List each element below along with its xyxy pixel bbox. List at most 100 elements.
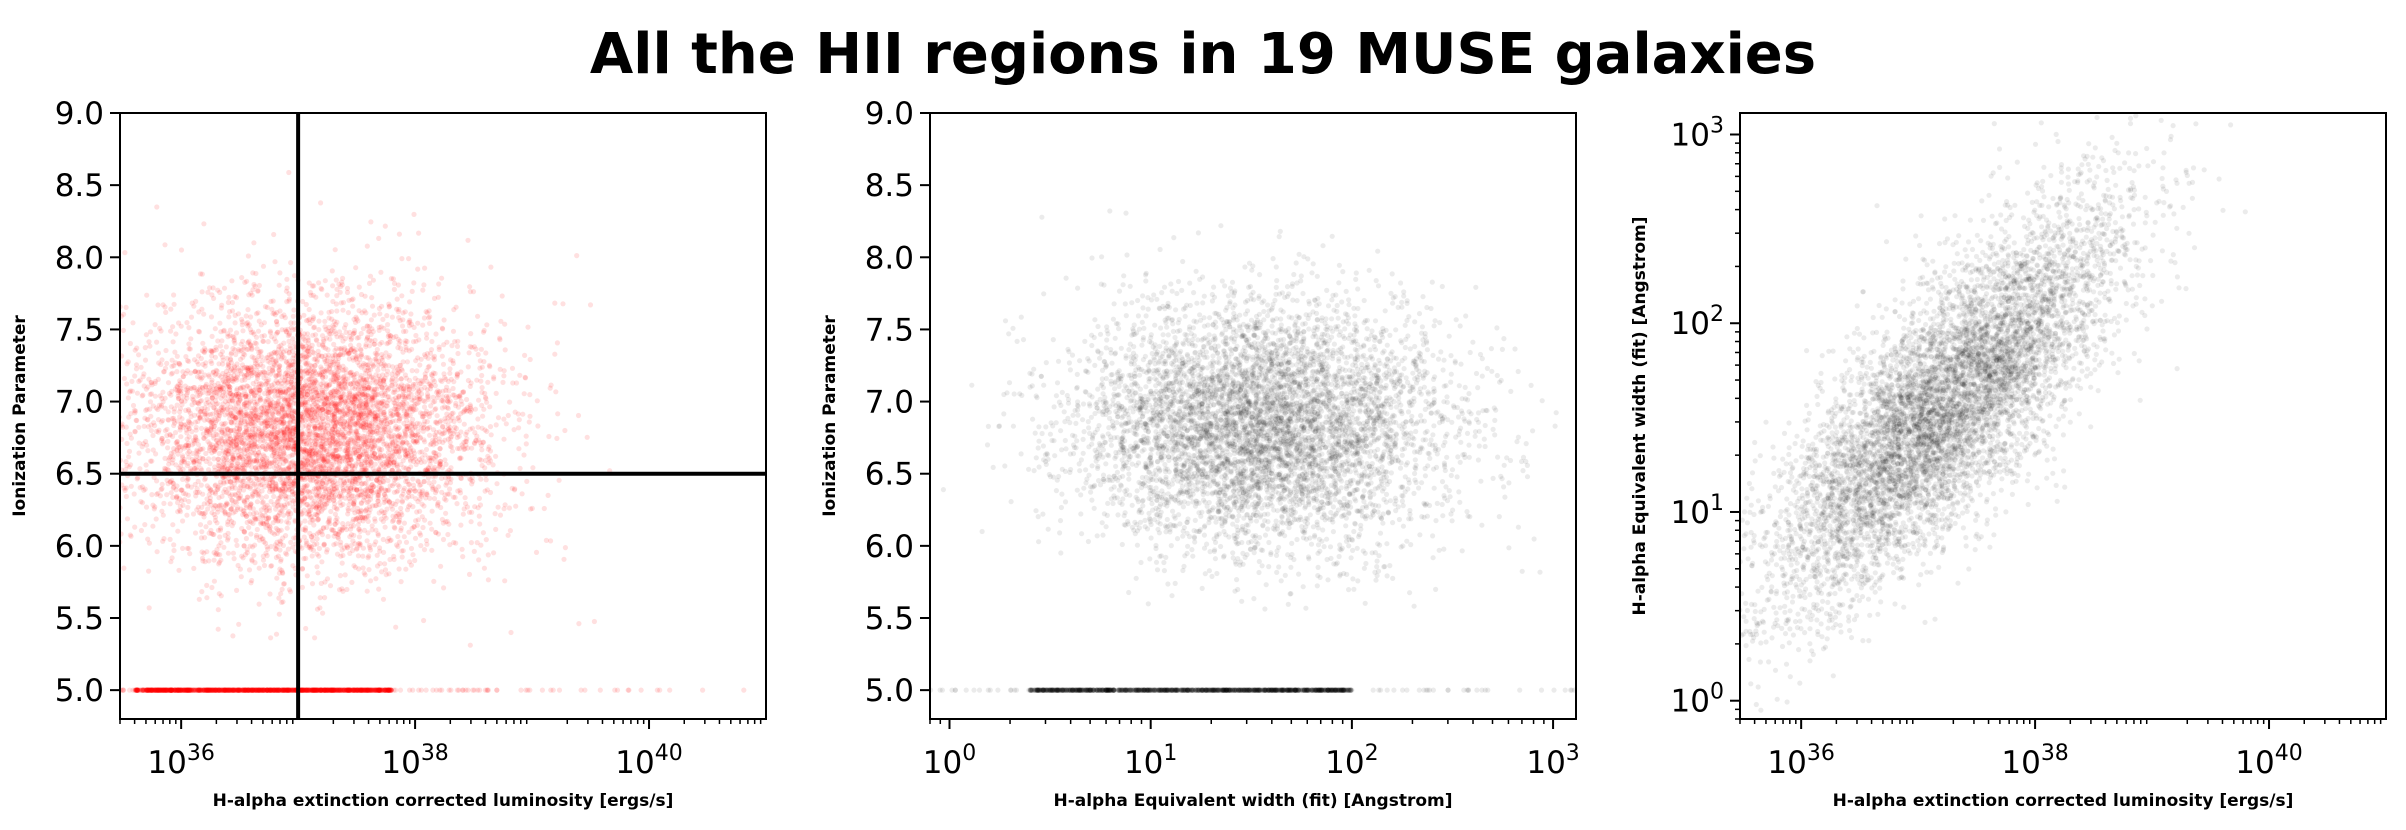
data-point bbox=[397, 416, 403, 422]
data-point bbox=[249, 292, 255, 298]
data-point bbox=[331, 372, 337, 378]
data-point bbox=[440, 431, 446, 437]
data-point bbox=[162, 365, 169, 371]
data-point bbox=[203, 400, 209, 407]
data-point bbox=[146, 540, 152, 546]
data-point bbox=[523, 433, 529, 439]
data-point bbox=[222, 420, 228, 426]
data-point bbox=[390, 389, 396, 395]
data-point bbox=[238, 478, 244, 484]
data-point bbox=[307, 320, 313, 326]
data-point bbox=[425, 396, 431, 402]
data-point bbox=[247, 421, 254, 427]
data-point bbox=[273, 339, 279, 345]
data-point bbox=[235, 504, 241, 511]
data-point bbox=[234, 429, 240, 435]
data-point bbox=[324, 476, 331, 482]
data-point bbox=[301, 534, 307, 540]
data-point bbox=[342, 572, 348, 578]
data-point bbox=[371, 312, 377, 318]
data-point bbox=[376, 454, 382, 460]
data-point bbox=[363, 422, 369, 428]
data-point bbox=[380, 363, 386, 369]
data-point bbox=[376, 586, 382, 592]
data-point bbox=[349, 579, 355, 586]
data-point bbox=[488, 432, 494, 438]
data-point bbox=[245, 494, 251, 500]
data-point bbox=[276, 595, 282, 601]
data-point bbox=[244, 278, 250, 284]
data-point bbox=[186, 325, 192, 331]
data-point bbox=[313, 417, 319, 423]
data-point bbox=[304, 493, 310, 500]
data-point bbox=[243, 411, 249, 417]
data-point bbox=[444, 404, 450, 411]
data-point bbox=[266, 488, 273, 495]
data-point bbox=[430, 427, 437, 433]
data-point bbox=[427, 432, 433, 438]
data-point bbox=[201, 221, 207, 227]
data-point bbox=[471, 548, 477, 555]
data-point bbox=[211, 447, 217, 453]
data-point bbox=[478, 457, 484, 463]
data-point bbox=[511, 427, 517, 433]
data-point bbox=[275, 329, 281, 335]
data-point bbox=[140, 441, 146, 447]
data-point bbox=[278, 454, 284, 460]
data-point bbox=[280, 542, 286, 549]
data-point bbox=[176, 320, 182, 326]
data-point bbox=[433, 331, 439, 337]
data-point bbox=[280, 512, 287, 518]
data-point bbox=[242, 442, 248, 448]
data-point bbox=[345, 508, 351, 514]
data-point bbox=[182, 398, 188, 404]
data-point bbox=[347, 381, 353, 387]
data-point bbox=[340, 481, 346, 487]
data-point bbox=[314, 380, 320, 386]
data-point bbox=[364, 415, 370, 421]
data-point bbox=[248, 290, 254, 296]
data-point bbox=[368, 219, 374, 225]
data-point bbox=[431, 353, 438, 359]
data-point bbox=[344, 586, 350, 593]
data-point bbox=[327, 336, 333, 342]
data-point bbox=[384, 421, 390, 427]
data-point bbox=[291, 273, 298, 279]
data-point bbox=[282, 412, 288, 418]
data-point bbox=[323, 440, 329, 447]
data-point bbox=[160, 302, 166, 308]
data-point bbox=[218, 540, 224, 546]
data-point bbox=[216, 391, 223, 397]
data-point bbox=[375, 531, 381, 537]
data-point bbox=[331, 359, 337, 365]
data-point bbox=[384, 506, 390, 512]
data-point bbox=[448, 465, 454, 471]
data-point bbox=[329, 308, 335, 315]
data-point bbox=[258, 415, 264, 421]
data-point bbox=[235, 400, 241, 406]
data-point bbox=[424, 467, 430, 473]
data-point bbox=[249, 491, 256, 497]
data-point bbox=[142, 486, 148, 492]
data-point bbox=[468, 403, 474, 410]
data-point bbox=[311, 380, 317, 386]
data-point bbox=[291, 491, 297, 497]
data-point bbox=[487, 424, 494, 430]
data-point bbox=[304, 573, 310, 579]
data-point bbox=[369, 408, 375, 414]
data-point bbox=[282, 481, 288, 487]
data-point bbox=[420, 524, 426, 531]
data-point bbox=[217, 320, 223, 326]
data-point bbox=[236, 439, 242, 446]
data-point bbox=[159, 508, 165, 514]
data-point bbox=[280, 403, 286, 410]
data-point bbox=[307, 463, 313, 469]
data-point bbox=[308, 446, 314, 452]
data-point bbox=[300, 336, 307, 342]
data-point bbox=[407, 458, 414, 464]
data-point bbox=[321, 432, 327, 439]
data-point bbox=[208, 314, 215, 320]
data-point bbox=[426, 413, 432, 420]
data-point bbox=[348, 347, 354, 353]
data-point bbox=[560, 301, 566, 307]
